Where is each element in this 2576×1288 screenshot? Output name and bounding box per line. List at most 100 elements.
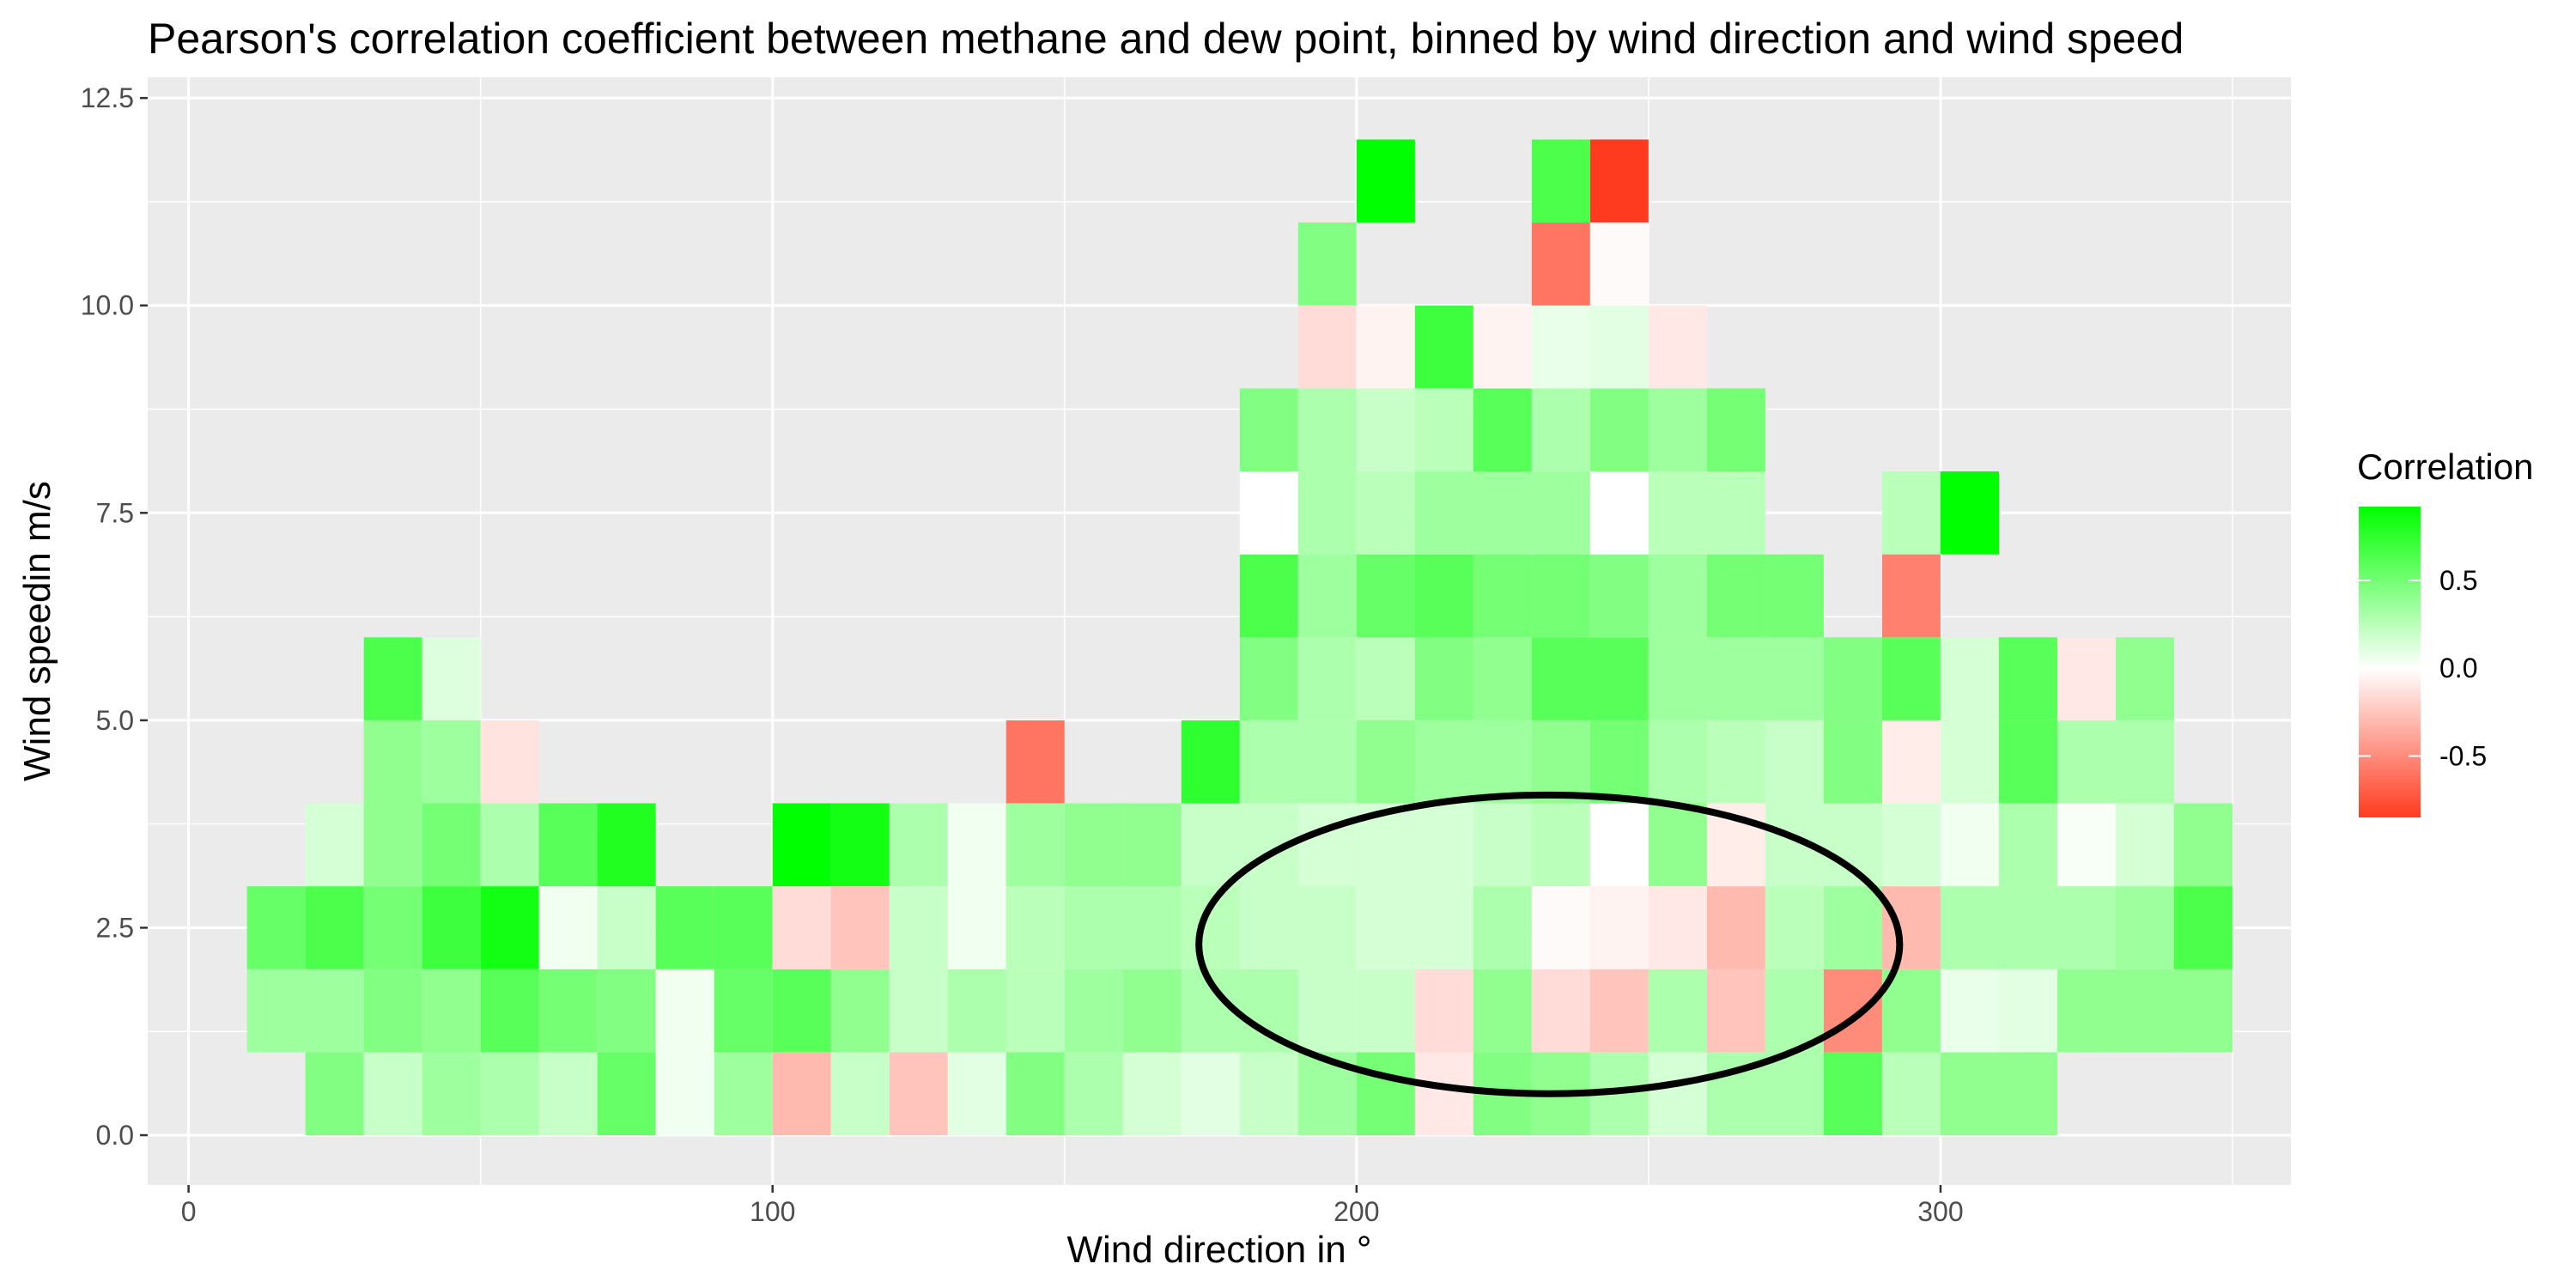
- heatmap-cell: [1765, 637, 1824, 720]
- heatmap-cell: [305, 969, 364, 1053]
- heatmap-cell: [1706, 720, 1765, 804]
- heatmap-cell: [1414, 637, 1473, 720]
- heatmap-cell: [1356, 139, 1415, 223]
- heatmap-cell: [597, 803, 656, 887]
- heatmap-cell: [1823, 720, 1882, 804]
- heatmap-cell: [1589, 388, 1649, 471]
- heatmap-cell: [1706, 554, 1765, 638]
- x-tick-label: 100: [750, 1196, 795, 1227]
- heatmap-cell: [1998, 1052, 2057, 1136]
- heatmap-cell: [2115, 803, 2174, 887]
- heatmap-cell: [1589, 886, 1649, 969]
- heatmap-cell: [1181, 803, 1240, 887]
- heatmap-cell: [889, 1052, 948, 1136]
- heatmap-cell: [363, 969, 422, 1053]
- heatmap-cell: [305, 803, 364, 887]
- heatmap-cell: [1648, 554, 1707, 638]
- heatmap-cell: [1648, 305, 1707, 389]
- heatmap-cell: [1005, 969, 1065, 1053]
- heatmap-cell: [772, 1052, 831, 1136]
- heatmap-cell: [1940, 637, 1999, 720]
- heatmap-cell: [1531, 637, 1590, 720]
- heatmap-cell: [1414, 969, 1473, 1053]
- heatmap-cell: [363, 720, 422, 804]
- heatmap-cell: [1181, 1052, 1240, 1136]
- heatmap-cell: [772, 886, 831, 969]
- heatmap-cell: [597, 1052, 656, 1136]
- heatmap-cell: [714, 969, 773, 1053]
- heatmap-cell: [714, 1052, 773, 1136]
- heatmap-cell: [1239, 471, 1298, 555]
- heatmap-cell: [947, 803, 1006, 887]
- heatmap-cell: [1940, 969, 1999, 1053]
- y-tick-label: 10.0: [81, 290, 134, 321]
- heatmap-cell: [422, 886, 481, 969]
- heatmap-cell: [1881, 471, 1941, 555]
- heatmap-cell: [889, 969, 948, 1053]
- heatmap-cell: [1356, 471, 1415, 555]
- heatmap-cell: [1998, 803, 2057, 887]
- y-tick-label: 2.5: [96, 912, 134, 943]
- heatmap-cell: [1531, 803, 1590, 887]
- legend-ticks: 0.5 0.0 -0.5: [2359, 565, 2487, 771]
- heatmap-cell: [1181, 720, 1240, 804]
- heatmap-cell: [1589, 803, 1649, 887]
- heatmap-cell: [1823, 886, 1882, 969]
- heatmap-cell: [422, 969, 481, 1053]
- heatmap-cell: [1648, 803, 1707, 887]
- heatmap-cell: [2173, 969, 2233, 1053]
- legend-title: Correlation: [2357, 447, 2533, 487]
- x-axis: 0 100 200 300: [181, 1185, 1964, 1227]
- heatmap-cell: [480, 886, 539, 969]
- heatmap-cell: [1881, 803, 1941, 887]
- heatmap-cell: [1648, 720, 1707, 804]
- heatmap-cell: [772, 969, 831, 1053]
- heatmap-cell: [2115, 886, 2174, 969]
- heatmap-cell: [1940, 1052, 1999, 1136]
- heatmap-cell: [363, 886, 422, 969]
- heatmap-cell: [363, 637, 422, 720]
- heatmap-cell: [1297, 471, 1357, 555]
- heatmap-cell: [655, 886, 714, 969]
- heatmap-cell: [246, 886, 306, 969]
- heatmap-cell: [2057, 720, 2116, 804]
- heatmap-cell: [1239, 637, 1298, 720]
- heatmap-cell: [1589, 554, 1649, 638]
- heatmap-cell: [947, 886, 1006, 969]
- y-tick-label: 7.5: [96, 497, 134, 528]
- heatmap-cell: [2173, 886, 2233, 969]
- heatmap-cell: [1414, 886, 1473, 969]
- heatmap-cell: [1414, 554, 1473, 638]
- heatmap-cell: [1414, 305, 1473, 389]
- heatmap-cell: [1531, 471, 1590, 555]
- heatmap-cell: [2057, 886, 2116, 969]
- heatmap-cell: [1122, 1052, 1182, 1136]
- heatmap-cell: [714, 886, 773, 969]
- heatmap-cell: [1531, 388, 1590, 471]
- heatmap-cell: [1297, 720, 1357, 804]
- heatmap-cell: [830, 969, 890, 1053]
- heatmap-cell: [2115, 720, 2174, 804]
- heatmap-cell: [1239, 554, 1298, 638]
- heatmap-cell: [363, 803, 422, 887]
- heatmap-cell: [480, 969, 539, 1053]
- heatmap-cell: [538, 969, 598, 1053]
- heatmap-cell: [1181, 886, 1240, 969]
- heatmap-cell: [1356, 720, 1415, 804]
- heatmap-cell: [1881, 637, 1941, 720]
- heatmap-cell: [1648, 886, 1707, 969]
- heatmap-cell: [1239, 886, 1298, 969]
- heatmap-cell: [480, 803, 539, 887]
- heatmap-cell: [1064, 1052, 1123, 1136]
- heatmap-cell: [1414, 471, 1473, 555]
- heatmap-cell: [1706, 969, 1765, 1053]
- heatmap-cell: [1239, 969, 1298, 1053]
- heatmap-cell: [947, 969, 1006, 1053]
- heatmap-cell: [1648, 1052, 1707, 1136]
- heatmap-cell: [1356, 1052, 1415, 1136]
- heatmap-cell: [1473, 388, 1532, 471]
- heatmap-cell: [1765, 886, 1824, 969]
- x-tick-label: 200: [1334, 1196, 1379, 1227]
- heatmap-cell: [1531, 720, 1590, 804]
